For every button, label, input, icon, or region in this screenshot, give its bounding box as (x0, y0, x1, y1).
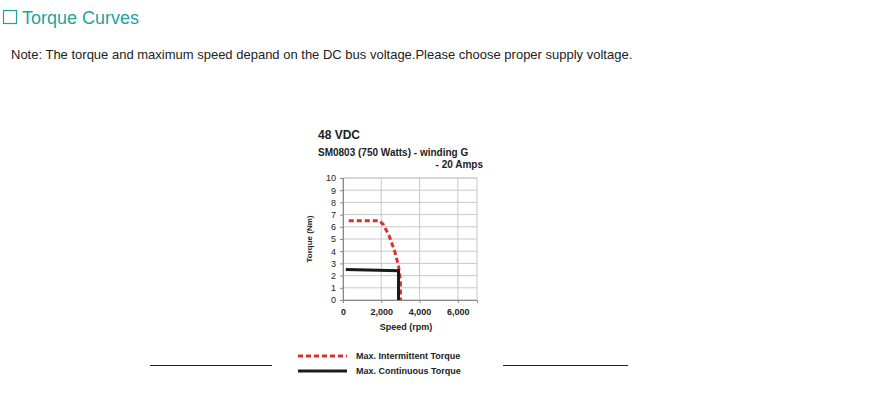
y-tick: 9 (331, 186, 343, 196)
grid-line-y (343, 202, 477, 203)
legend-swatch (298, 355, 347, 358)
y-tick-mark (340, 178, 343, 179)
legend-label: Max. Intermittent Torque (356, 351, 460, 361)
y-tick-label: 6 (331, 222, 336, 232)
chart-subtitle: - 20 Amps (436, 159, 484, 170)
y-tick-label: 4 (331, 247, 336, 257)
y-tick-mark (340, 227, 343, 228)
y-tick: 1 (331, 283, 343, 293)
y-tick: 3 (331, 259, 343, 269)
y-tick-mark (340, 239, 343, 240)
grid-line-y (343, 239, 477, 240)
y-tick-label: 9 (331, 186, 336, 196)
y-tick: 10 (326, 173, 343, 183)
y-tick-mark (340, 215, 343, 216)
x-tick: 0 (341, 300, 346, 317)
y-tick-label: 8 (331, 198, 336, 208)
page: Torque Curves Note: The torque and maximu… (0, 0, 871, 393)
series-line (349, 221, 401, 300)
y-tick-mark (340, 263, 343, 264)
x-axis-title: Speed (rpm) (380, 322, 433, 332)
y-tick-mark (340, 251, 343, 252)
grid-line-y (343, 287, 477, 288)
y-tick: 0 (331, 295, 343, 305)
y-axis-line (340, 179, 344, 301)
y-tick: 8 (331, 198, 343, 208)
y-tick-label: 0 (331, 295, 336, 305)
x-tick-mark (381, 300, 382, 303)
y-tick-mark (340, 202, 343, 203)
legend: Max. Intermittent Torque Max. Continuous … (150, 351, 628, 376)
heading-box (4, 11, 17, 24)
x-tick-label: 2,000 (371, 307, 394, 317)
x-axis-line (344, 301, 478, 304)
grid-line-y (343, 275, 477, 276)
x-tick: 4,000 (409, 300, 432, 317)
y-tick-label: 3 (331, 259, 336, 269)
y-tick-label: 1 (331, 283, 336, 293)
grid-line-y (343, 190, 477, 191)
y-tick-label: 5 (331, 234, 336, 244)
y-tick-label: 7 (331, 210, 336, 220)
x-tick-label: 6,000 (447, 307, 470, 317)
chart-title: 48 VDC (318, 128, 360, 142)
legend-rule (503, 365, 628, 366)
legend-swatch (298, 370, 347, 373)
grid-line-y (343, 263, 477, 264)
y-tick-mark (340, 190, 343, 191)
y-tick-label: 2 (331, 271, 336, 281)
series-line (346, 270, 399, 301)
legend-rule (150, 365, 272, 366)
grid-line-y (343, 178, 477, 179)
grid-line-y (343, 251, 477, 252)
x-tick-label: 0 (341, 307, 346, 317)
y-tick: 2 (331, 271, 343, 281)
y-tick: 5 (331, 234, 343, 244)
x-tick: 2,000 (371, 300, 394, 317)
y-tick: 4 (331, 247, 343, 257)
legend-label: Max. Continuous Torque (356, 366, 461, 376)
y-tick-mark (340, 288, 343, 289)
grid-line-y (343, 214, 477, 215)
plot-area (346, 221, 401, 300)
y-tick: 7 (331, 210, 343, 220)
plot-frame (343, 178, 477, 300)
grid (343, 178, 477, 300)
y-tick-mark (340, 300, 343, 301)
y-axis-title: Torque (Nm) (305, 215, 314, 262)
x-tick-mark (458, 300, 459, 303)
y-tick-label: 10 (326, 173, 336, 183)
x-axis: 0 2,000 4,000 6,000 (341, 300, 478, 317)
x-tick-mark (420, 300, 421, 303)
x-tick-label: 4,000 (409, 307, 432, 317)
grid-line-y (343, 226, 477, 227)
heading: Torque Curves (22, 8, 139, 28)
note: Note: The torque and maximum speed depan… (11, 47, 632, 62)
y-tick-mark (340, 276, 343, 277)
y-tick: 6 (331, 222, 343, 232)
y-axis: 0 1 2 3 4 5 6 7 8 9 10 (326, 173, 344, 305)
chart-subtitle: SM0803 (750 Watts) - winding G (318, 147, 468, 158)
x-tick: 6,000 (447, 300, 470, 317)
